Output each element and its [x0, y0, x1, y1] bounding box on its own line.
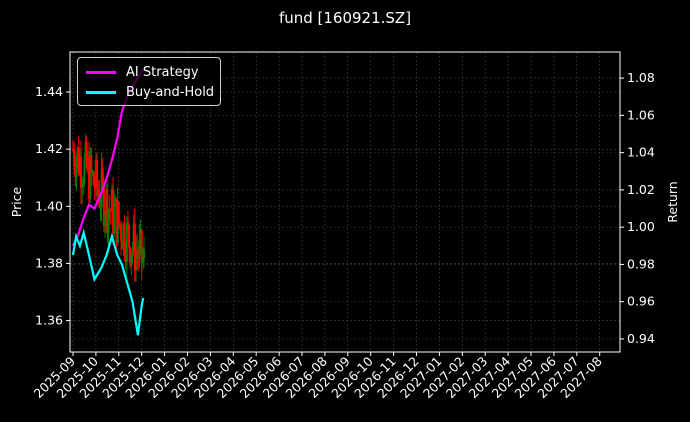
legend: AI Strategy Buy-and-Hold: [77, 57, 221, 106]
candle-body: [88, 157, 91, 199]
candle-body: [130, 254, 133, 266]
candle-body: [101, 168, 104, 183]
y2-tick-label: 1.06: [627, 107, 655, 122]
plot-frame: [69, 51, 621, 353]
candle-body: [84, 141, 87, 158]
candle-body: [72, 149, 74, 151]
y-tick-label: 1.38: [35, 255, 63, 270]
y2-axis-label: Return: [665, 181, 680, 222]
candle-body: [100, 168, 103, 207]
candle-body: [125, 222, 128, 263]
candle-body: [96, 159, 99, 189]
y2-tick-label: 0.94: [627, 331, 655, 346]
y-tick-label: 1.44: [35, 84, 63, 99]
y2-tick-label: 1.08: [627, 70, 655, 85]
candle-body: [117, 202, 120, 224]
candle-body: [113, 206, 116, 234]
y-tick-label: 1.42: [35, 141, 63, 156]
candle-body: [131, 248, 134, 255]
candle-body: [93, 185, 96, 190]
candle-body: [77, 147, 80, 174]
candle-body: [82, 183, 85, 186]
candle-body: [122, 223, 125, 250]
y2-tick-label: 1.02: [627, 182, 655, 197]
candle-body: [140, 229, 143, 264]
candle-body: [132, 223, 135, 249]
candle-body: [75, 159, 78, 177]
candle-body: [85, 141, 88, 169]
candle-body: [86, 157, 89, 169]
candle-body: [142, 249, 145, 259]
candle-body: [114, 198, 117, 207]
candle-body: [138, 239, 141, 260]
candle-body: [106, 189, 109, 233]
y2-tick-label: 0.96: [627, 294, 655, 309]
candle-body: [110, 189, 113, 212]
candle-body: [89, 154, 92, 199]
legend-label: AI Strategy: [126, 64, 199, 80]
candle-body: [102, 182, 105, 227]
y2-tick-label: 1.00: [627, 219, 655, 234]
candle-body: [92, 171, 95, 186]
candle-body: [139, 229, 142, 240]
y2-tick-label: 1.04: [627, 145, 655, 160]
candle-body: [99, 206, 102, 208]
candle-body: [94, 159, 97, 190]
candle-body: [97, 188, 100, 193]
legend-label: Buy-and-Hold: [126, 84, 215, 100]
candle-body: [105, 189, 108, 218]
candle-body: [141, 258, 144, 264]
candle-body: [134, 250, 137, 271]
legend-swatch-magenta: [86, 70, 116, 74]
candle-body: [73, 149, 76, 166]
candle-body: [107, 209, 110, 233]
legend-item-ai-strategy: AI Strategy: [86, 63, 199, 81]
candle-body: [115, 198, 118, 244]
candle-body: [126, 222, 129, 226]
y-tick-label: 1.40: [35, 198, 63, 213]
candle-body: [123, 223, 126, 255]
y-tick-label: 1.36: [35, 313, 63, 328]
candle-body: [108, 209, 111, 211]
series-line-buy-and-hold: [71, 228, 145, 336]
candle-body: [112, 189, 115, 234]
candle-body: [80, 156, 83, 188]
chart-title: fund [160921.SZ]: [278, 9, 412, 27]
candle-body: [90, 154, 93, 173]
candle-body: [121, 241, 124, 250]
y2-tick-label: 0.98: [627, 256, 655, 271]
candle-body: [91, 171, 94, 173]
candle-body: [81, 185, 84, 188]
candle-body: [83, 157, 86, 184]
candle-body: [133, 223, 136, 271]
candle-body: [120, 225, 123, 242]
candle-body: [104, 217, 107, 227]
candle-body: [76, 147, 79, 160]
candle-body: [124, 254, 127, 263]
legend-item-buy-and-hold: Buy-and-Hold: [86, 83, 214, 101]
candle-body: [118, 223, 121, 226]
candle-body: [74, 165, 77, 177]
candle-body: [109, 210, 112, 212]
candle-body: [137, 254, 140, 260]
y-axis-label: Price: [9, 186, 24, 217]
candle-body: [136, 250, 139, 255]
legend-swatch-cyan: [86, 90, 116, 94]
candle-body: [78, 156, 81, 174]
candle-body: [116, 202, 119, 244]
candle-body: [129, 247, 132, 266]
candle-body: [128, 225, 131, 248]
